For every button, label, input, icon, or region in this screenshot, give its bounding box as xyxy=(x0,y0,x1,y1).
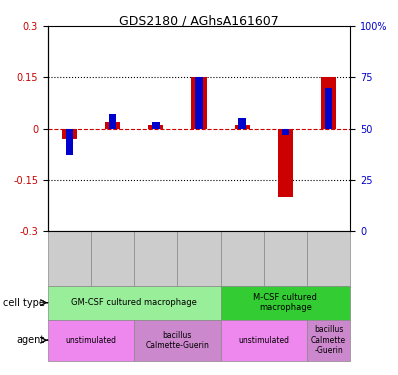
Bar xyxy=(235,125,250,129)
Text: M-CSF cultured
macrophage: M-CSF cultured macrophage xyxy=(254,293,317,312)
Text: unstimulated: unstimulated xyxy=(238,336,289,345)
Bar xyxy=(152,123,160,129)
Text: GDS2180 / AGhsA161607: GDS2180 / AGhsA161607 xyxy=(119,15,279,28)
Bar xyxy=(105,122,120,129)
FancyBboxPatch shape xyxy=(307,231,350,286)
FancyBboxPatch shape xyxy=(220,286,350,320)
Bar xyxy=(148,125,163,129)
FancyBboxPatch shape xyxy=(48,286,220,320)
Bar xyxy=(321,78,336,129)
Text: bacillus
Calmette
-Guerin: bacillus Calmette -Guerin xyxy=(311,325,346,355)
FancyBboxPatch shape xyxy=(264,231,307,286)
Text: bacillus
Calmette-Guerin: bacillus Calmette-Guerin xyxy=(145,330,209,350)
Bar xyxy=(66,129,73,155)
FancyBboxPatch shape xyxy=(220,231,264,286)
Text: cell type: cell type xyxy=(3,298,45,307)
FancyBboxPatch shape xyxy=(178,231,220,286)
Text: agent: agent xyxy=(16,335,45,345)
FancyBboxPatch shape xyxy=(134,320,220,361)
Text: GM-CSF cultured macrophage: GM-CSF cultured macrophage xyxy=(71,298,197,307)
Bar xyxy=(282,129,289,135)
Bar xyxy=(195,78,203,129)
FancyBboxPatch shape xyxy=(48,320,134,361)
Bar xyxy=(62,129,77,139)
Bar xyxy=(109,114,116,129)
FancyBboxPatch shape xyxy=(134,231,178,286)
Bar xyxy=(325,88,332,129)
FancyBboxPatch shape xyxy=(220,320,307,361)
Bar xyxy=(191,78,207,129)
Bar xyxy=(238,118,246,129)
FancyBboxPatch shape xyxy=(48,231,91,286)
Bar xyxy=(278,129,293,197)
Text: unstimulated: unstimulated xyxy=(66,336,117,345)
FancyBboxPatch shape xyxy=(307,320,350,361)
FancyBboxPatch shape xyxy=(91,231,134,286)
